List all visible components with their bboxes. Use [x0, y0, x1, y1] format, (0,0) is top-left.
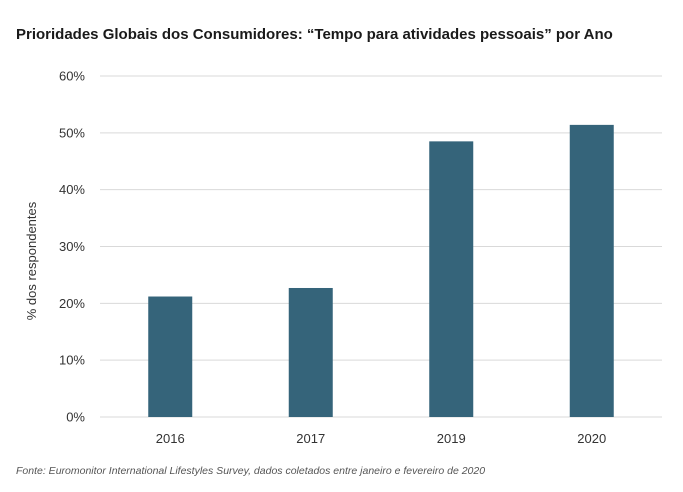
- x-axis-ticks: 2016 2017 2019 2020: [156, 431, 606, 446]
- y-tick-label: 30%: [59, 239, 85, 254]
- x-tick-label: 2019: [437, 431, 466, 446]
- y-tick-label: 40%: [59, 182, 85, 197]
- chart-title: Prioridades Globais dos Consumidores: “T…: [16, 26, 613, 43]
- bar-2017: [288, 287, 333, 417]
- y-tick-label: 20%: [59, 296, 85, 311]
- y-tick-label: 10%: [59, 353, 85, 368]
- y-axis-ticks: 0% 10% 20% 30% 40% 50% 60%: [59, 69, 85, 425]
- x-tick-label: 2020: [577, 431, 606, 446]
- y-tick-label: 50%: [59, 125, 85, 140]
- bar-2019: [429, 141, 474, 417]
- y-tick-label: 60%: [59, 69, 85, 84]
- y-tick-label: 0%: [66, 410, 85, 425]
- gridlines: [100, 75, 662, 418]
- x-tick-label: 2016: [156, 431, 185, 446]
- bars: [148, 124, 614, 418]
- bar-2020: [569, 124, 614, 418]
- x-tick-label: 2017: [296, 431, 325, 446]
- y-axis-label: % dos respondentes: [24, 201, 39, 320]
- source-note: Fonte: Euromonitor International Lifesty…: [16, 465, 486, 477]
- bar-2016: [148, 296, 193, 417]
